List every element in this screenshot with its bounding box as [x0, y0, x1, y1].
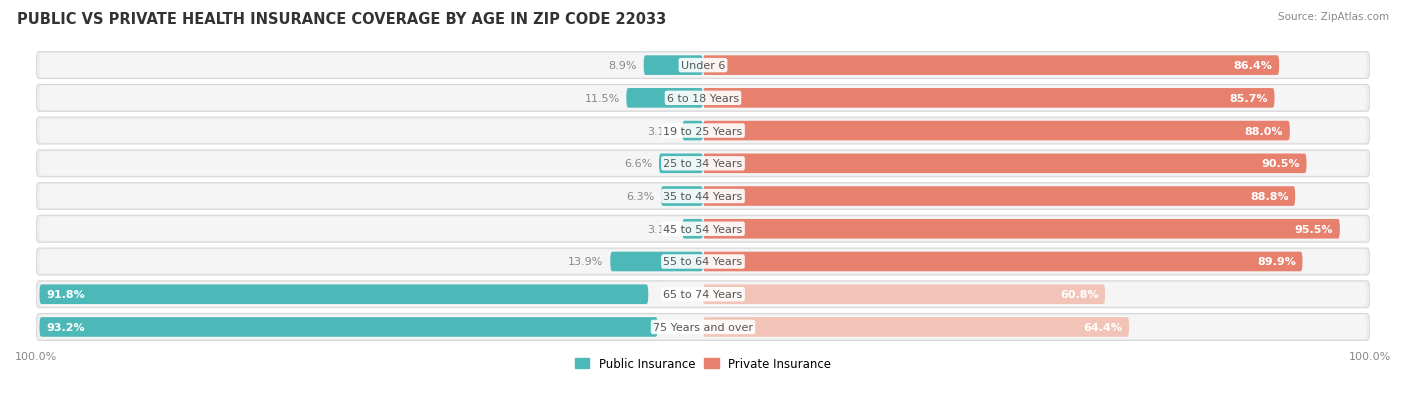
Text: 88.0%: 88.0% — [1244, 126, 1284, 136]
Text: 85.7%: 85.7% — [1229, 94, 1268, 104]
FancyBboxPatch shape — [626, 89, 703, 108]
FancyBboxPatch shape — [39, 282, 1367, 306]
FancyBboxPatch shape — [37, 249, 1369, 275]
FancyBboxPatch shape — [37, 118, 1369, 145]
FancyBboxPatch shape — [37, 314, 1369, 341]
FancyBboxPatch shape — [703, 187, 1295, 206]
Text: 45 to 54 Years: 45 to 54 Years — [664, 224, 742, 234]
Text: 75 Years and over: 75 Years and over — [652, 322, 754, 332]
Text: 19 to 25 Years: 19 to 25 Years — [664, 126, 742, 136]
FancyBboxPatch shape — [703, 89, 1274, 108]
Text: Source: ZipAtlas.com: Source: ZipAtlas.com — [1278, 12, 1389, 22]
FancyBboxPatch shape — [39, 54, 1367, 78]
Text: 65 to 74 Years: 65 to 74 Years — [664, 290, 742, 299]
FancyBboxPatch shape — [661, 187, 703, 206]
Text: 89.9%: 89.9% — [1257, 257, 1296, 267]
FancyBboxPatch shape — [37, 150, 1369, 177]
Text: 6.3%: 6.3% — [626, 192, 654, 202]
FancyBboxPatch shape — [682, 219, 703, 239]
FancyBboxPatch shape — [37, 281, 1369, 308]
FancyBboxPatch shape — [659, 154, 703, 174]
Text: 6 to 18 Years: 6 to 18 Years — [666, 94, 740, 104]
Text: 8.9%: 8.9% — [609, 61, 637, 71]
FancyBboxPatch shape — [39, 152, 1367, 176]
Text: 3.1%: 3.1% — [647, 224, 676, 234]
Text: 95.5%: 95.5% — [1295, 224, 1333, 234]
FancyBboxPatch shape — [39, 119, 1367, 143]
FancyBboxPatch shape — [37, 85, 1369, 112]
FancyBboxPatch shape — [39, 250, 1367, 274]
Text: 88.8%: 88.8% — [1250, 192, 1288, 202]
FancyBboxPatch shape — [37, 216, 1369, 242]
FancyBboxPatch shape — [39, 317, 658, 337]
FancyBboxPatch shape — [39, 315, 1367, 339]
FancyBboxPatch shape — [703, 285, 1105, 304]
Text: 35 to 44 Years: 35 to 44 Years — [664, 192, 742, 202]
Text: 13.9%: 13.9% — [568, 257, 603, 267]
Text: PUBLIC VS PRIVATE HEALTH INSURANCE COVERAGE BY AGE IN ZIP CODE 22033: PUBLIC VS PRIVATE HEALTH INSURANCE COVER… — [17, 12, 666, 27]
FancyBboxPatch shape — [703, 121, 1289, 141]
FancyBboxPatch shape — [703, 317, 1129, 337]
FancyBboxPatch shape — [644, 56, 703, 76]
Text: 25 to 34 Years: 25 to 34 Years — [664, 159, 742, 169]
Text: 91.8%: 91.8% — [46, 290, 84, 299]
FancyBboxPatch shape — [610, 252, 703, 272]
FancyBboxPatch shape — [37, 183, 1369, 210]
FancyBboxPatch shape — [703, 252, 1302, 272]
Text: 6.6%: 6.6% — [624, 159, 652, 169]
Text: 55 to 64 Years: 55 to 64 Years — [664, 257, 742, 267]
Text: 3.1%: 3.1% — [647, 126, 676, 136]
Text: 93.2%: 93.2% — [46, 322, 84, 332]
FancyBboxPatch shape — [39, 217, 1367, 241]
Text: 60.8%: 60.8% — [1060, 290, 1098, 299]
FancyBboxPatch shape — [703, 154, 1306, 174]
FancyBboxPatch shape — [682, 121, 703, 141]
Text: 86.4%: 86.4% — [1233, 61, 1272, 71]
FancyBboxPatch shape — [703, 56, 1279, 76]
FancyBboxPatch shape — [703, 219, 1340, 239]
Text: 11.5%: 11.5% — [585, 94, 620, 104]
FancyBboxPatch shape — [39, 87, 1367, 111]
Text: 90.5%: 90.5% — [1261, 159, 1301, 169]
FancyBboxPatch shape — [39, 185, 1367, 209]
Text: Under 6: Under 6 — [681, 61, 725, 71]
Text: 64.4%: 64.4% — [1084, 322, 1122, 332]
FancyBboxPatch shape — [39, 285, 648, 304]
Legend: Public Insurance, Private Insurance: Public Insurance, Private Insurance — [571, 352, 835, 375]
FancyBboxPatch shape — [37, 52, 1369, 79]
